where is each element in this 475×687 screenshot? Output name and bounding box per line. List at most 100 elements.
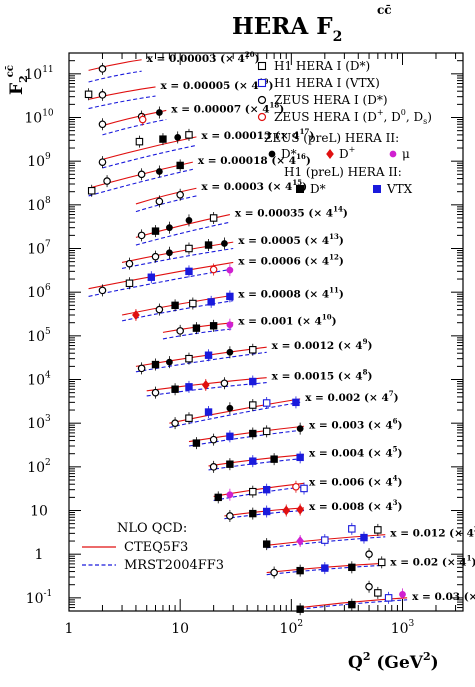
legend-label: VTX bbox=[386, 182, 413, 196]
plot-border bbox=[68, 52, 464, 612]
data-point bbox=[159, 135, 167, 143]
legend-marker bbox=[257, 61, 267, 71]
data-point bbox=[192, 439, 201, 447]
cteq-curve bbox=[121, 241, 234, 263]
data-point bbox=[98, 65, 107, 73]
legend-theory-label: CTEQ5F3 bbox=[124, 540, 188, 555]
data-point bbox=[125, 279, 134, 288]
data-point bbox=[171, 301, 179, 310]
bin-label: x = 0.0008 (× 411) bbox=[238, 285, 344, 300]
x-tick-label: 102 bbox=[280, 619, 304, 637]
bin-label: x = 0.03 (× 40) bbox=[412, 588, 475, 603]
data-point bbox=[185, 217, 193, 224]
data-point bbox=[296, 605, 304, 613]
mrst-curve bbox=[135, 195, 197, 213]
data-point bbox=[98, 158, 107, 166]
data-point bbox=[300, 484, 308, 493]
bin-label: x = 0.0012 (× 49) bbox=[272, 337, 373, 352]
cteq-curve bbox=[102, 136, 197, 160]
bin-label: x = 0.003 (× 46) bbox=[309, 416, 402, 431]
mrst-curve bbox=[102, 118, 167, 136]
data-point bbox=[296, 504, 304, 515]
y-tick-label: 108 bbox=[27, 196, 51, 214]
data-point bbox=[296, 425, 304, 433]
chart-title: HERA F2 bbox=[232, 13, 342, 45]
cteq-curve bbox=[88, 261, 234, 290]
data-point bbox=[185, 414, 193, 422]
mrst-curve bbox=[169, 401, 301, 428]
data-point bbox=[226, 512, 234, 520]
cteq-curve bbox=[88, 59, 142, 71]
data-point bbox=[296, 536, 304, 547]
legend-marker bbox=[326, 148, 334, 160]
data-point bbox=[270, 455, 278, 463]
data-point bbox=[98, 91, 107, 99]
data-point bbox=[384, 594, 393, 602]
data-point bbox=[155, 109, 163, 116]
data-point bbox=[209, 214, 218, 222]
mrst-curve bbox=[121, 300, 234, 322]
titles: HERA F2 cc̄ F2cc̄ Q2 (GeV2) bbox=[5, 3, 439, 673]
y-tick-label: 105 bbox=[27, 327, 51, 345]
data-point bbox=[321, 564, 329, 572]
bin-label: x = 0.008 (× 43) bbox=[309, 498, 402, 513]
data-point bbox=[125, 259, 134, 268]
data-point bbox=[166, 249, 173, 257]
data-point bbox=[262, 399, 271, 407]
bin-labels: x = 0.00003 (× 420) x = 0.00005 (× 419) x … bbox=[147, 50, 475, 603]
legend: H1 HERA I (D*) H1 HERA I (VTX) ZEUS HERA I… bbox=[82, 59, 432, 573]
y-tick-label: 1011 bbox=[24, 65, 53, 83]
data-point bbox=[249, 487, 257, 496]
data-point bbox=[348, 600, 356, 609]
data-point bbox=[135, 137, 144, 146]
legend-theory-label: MRST2004FF3 bbox=[124, 558, 224, 573]
legend-marker bbox=[257, 112, 267, 122]
y-tick-label: 103 bbox=[27, 414, 51, 432]
data-point bbox=[151, 388, 160, 397]
data-point bbox=[209, 463, 218, 471]
data-point bbox=[296, 566, 304, 575]
bin-label: x = 0.00013 (× 417) bbox=[201, 127, 314, 142]
legend-marker bbox=[257, 78, 267, 88]
data-point bbox=[155, 305, 164, 314]
bin-label: x = 0.006 (× 44) bbox=[309, 473, 402, 488]
y-axis-label: F2cc̄ bbox=[5, 65, 30, 95]
data-point bbox=[249, 509, 257, 518]
data-point bbox=[204, 408, 213, 416]
plot-frame bbox=[68, 52, 464, 612]
y-tick-label: 107 bbox=[27, 240, 51, 258]
chart-title-sup: cc̄ bbox=[377, 3, 392, 17]
data-point bbox=[176, 190, 184, 199]
cteq-curve bbox=[135, 187, 197, 205]
data-point bbox=[226, 460, 234, 468]
data-point bbox=[262, 507, 271, 516]
data-point bbox=[137, 170, 146, 179]
data-point bbox=[226, 321, 234, 329]
data-point bbox=[151, 252, 160, 261]
data-point bbox=[132, 309, 140, 321]
cteq-curve bbox=[188, 425, 305, 443]
data-point bbox=[151, 227, 160, 235]
data-point bbox=[147, 273, 156, 281]
data-point bbox=[204, 351, 213, 359]
data-point bbox=[226, 432, 234, 441]
data-point bbox=[185, 131, 193, 139]
data-point bbox=[296, 453, 304, 462]
data-point bbox=[226, 266, 234, 274]
data-point bbox=[221, 240, 228, 247]
mrst-curve bbox=[88, 168, 193, 197]
legend-label: ZEUS HERA I (D+, D0, Ds) bbox=[274, 108, 432, 126]
bin-label: x = 0.00005 (× 419) bbox=[161, 77, 274, 92]
data-point bbox=[374, 526, 382, 534]
data-point bbox=[166, 224, 173, 232]
bin-label: x = 0.0006 (× 412) bbox=[238, 252, 344, 267]
data-point bbox=[292, 482, 300, 491]
data-point bbox=[185, 354, 193, 363]
bin-label: x = 0.00003 (× 420) bbox=[147, 50, 260, 65]
legend-marker bbox=[296, 185, 304, 193]
x-tick-label: 10 bbox=[171, 621, 189, 637]
mrst-curve bbox=[213, 486, 305, 501]
data-point bbox=[209, 322, 218, 330]
legend-label: D* bbox=[281, 147, 297, 161]
